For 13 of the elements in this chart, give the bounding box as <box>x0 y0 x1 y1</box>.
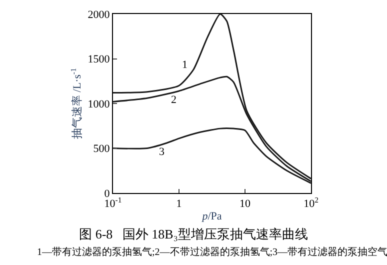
x-tick-label: 10$^{2}$ <box>304 196 319 210</box>
x-tick-label: 1 <box>176 198 182 210</box>
y-tick-label: 1000 <box>88 98 110 110</box>
y-tick-label: 1500 <box>88 54 110 66</box>
y-tick-label: 500 <box>93 143 110 156</box>
series-label: 2 <box>171 94 176 106</box>
series-label: 3 <box>159 146 165 158</box>
text: 图 6-8 国外 18B₃型增压泵抽气速率曲线 <box>79 226 308 242</box>
series-label: 1 <box>182 59 188 71</box>
y-tick-label: 2000 <box>88 8 110 21</box>
x-axis-title: p/Pa <box>201 210 222 222</box>
text: 1—带有过滤器的泵抽氢气;2—不带过滤器的泵抽氢气;3—带有过滤器的泵抽空气 <box>37 246 387 258</box>
x-tick-label: 10 <box>240 198 251 210</box>
